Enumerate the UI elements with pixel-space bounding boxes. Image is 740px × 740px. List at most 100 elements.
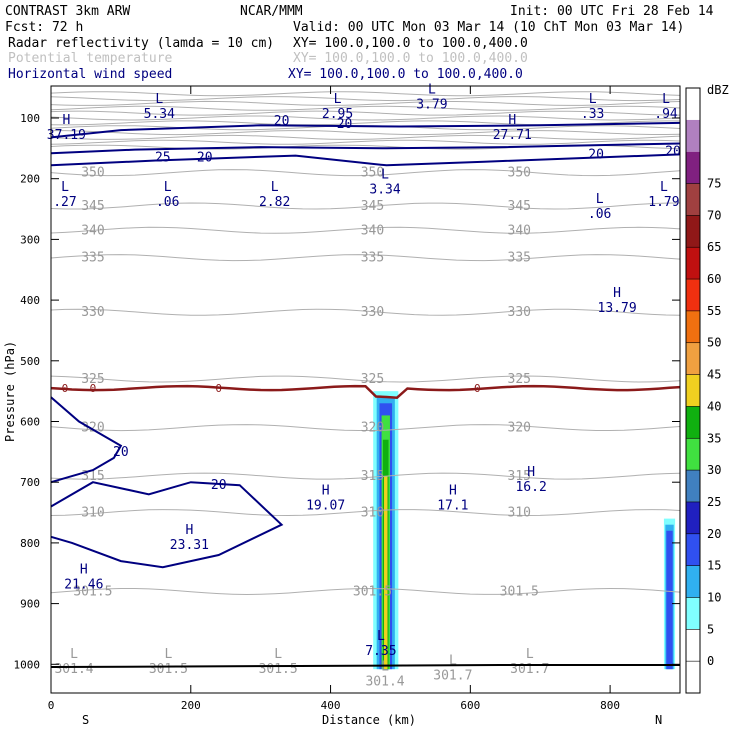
wind-speed-layer: 20 25 20 20 20 20 20 20 — [50, 114, 681, 569]
theta-contour-label: 320 — [361, 421, 384, 436]
x-tick-label: 200 — [181, 699, 201, 712]
colorbar-segment — [686, 342, 700, 375]
theta-contour-label: 340 — [361, 223, 384, 238]
colorbar-segment — [686, 629, 700, 662]
marker-l-symbol: L — [596, 192, 604, 207]
wind-contour-low-jet — [50, 481, 284, 569]
wind-contour-label: 20 — [665, 144, 681, 159]
colorbar-level-label: 30 — [707, 463, 721, 477]
marker-l-symbol: L — [377, 629, 385, 644]
marker-h-value: 17.1 — [437, 498, 468, 513]
theta-contour — [50, 424, 681, 432]
marker-h-symbol: H — [527, 465, 535, 480]
freezing-level-label: 0 — [62, 382, 69, 395]
y-tick-label: 1000 — [14, 658, 41, 671]
theta-contour — [50, 254, 681, 262]
wind-contour-label: 20 — [274, 114, 290, 129]
marker-l-value: 7.35 — [365, 644, 396, 659]
theta-contour-upper — [50, 110, 681, 116]
y-tick-label: 700 — [20, 476, 40, 489]
x-tick-label: 0 — [48, 699, 55, 712]
colorbar-level-label: 15 — [707, 559, 721, 573]
marker-h-symbol: H — [508, 113, 516, 128]
marker-l-value: 1.79 — [648, 195, 679, 210]
freezing-level-label: 0 — [215, 382, 222, 395]
colorbar-level-label: 50 — [707, 336, 721, 350]
colorbar-segment — [686, 310, 700, 343]
marker-l-value: 301.4 — [365, 674, 404, 689]
colorbar-segment — [686, 661, 700, 693]
field-3-name: Horizontal wind speed — [8, 67, 172, 82]
marker-l-symbol: L — [61, 180, 69, 195]
marker-l-value: .94 — [654, 107, 678, 122]
theta-contour-label: 340 — [508, 223, 531, 238]
marker-l-value: 2.95 — [322, 107, 353, 122]
colorbar-unit: dBZ — [707, 83, 729, 97]
marker-l-symbol: L — [334, 92, 342, 107]
y-tick-label: 400 — [20, 294, 40, 307]
theta-contour-upper — [50, 91, 681, 97]
colorbar-level-label: 75 — [707, 177, 721, 191]
model-title: CONTRAST 3km ARW — [5, 4, 130, 19]
colorbar-segment — [686, 438, 700, 471]
theta-contour-label: 350 — [81, 166, 104, 181]
plot-background — [51, 86, 680, 693]
reflectivity-cell-main-layer — [384, 476, 388, 670]
marker-l-symbol: L — [589, 92, 597, 107]
colorbar-level-label: 65 — [707, 240, 721, 254]
colorbar-level-label: 0 — [707, 654, 714, 668]
marker-l-symbol: L — [526, 647, 534, 662]
marker-h-value: 16.2 — [515, 480, 546, 495]
theta-contour-label: 310 — [81, 506, 104, 521]
colorbar-segment — [686, 533, 700, 566]
south-endpoint-label: S — [82, 713, 89, 727]
theta-contour-upper — [50, 139, 681, 145]
colorbar-level-label: 25 — [707, 495, 721, 509]
theta-contour-upper — [50, 134, 681, 140]
wind-contour-label: 20 — [113, 445, 129, 460]
y-axis-label: Pressure (hPa) — [3, 341, 17, 442]
marker-l-value: 5.34 — [144, 107, 175, 122]
colorbar-segment — [686, 247, 700, 280]
terrain-line — [50, 664, 680, 668]
field-1-xy: XY= 100.0,100.0 to 100.0,400.0 — [293, 36, 528, 51]
theta-contour-upper — [50, 100, 681, 106]
colorbar-level-label: 5 — [707, 622, 714, 636]
north-endpoint-label: N — [655, 713, 662, 727]
theta-contour — [50, 509, 681, 517]
y-tick-label: 200 — [20, 173, 40, 186]
marker-l-symbol: L — [274, 647, 282, 662]
marker-l-value: .27 — [53, 195, 76, 210]
theta-contour-label: 315 — [361, 469, 384, 484]
colorbar-segment — [686, 470, 700, 502]
marker-l-value: .06 — [588, 207, 611, 222]
marker-h-symbol: H — [449, 483, 457, 498]
colorbar-level-label: 45 — [707, 368, 721, 382]
colorbar-level-label: 70 — [707, 208, 721, 222]
marker-h-value: 27.71 — [493, 128, 532, 143]
theta-contour-label: 340 — [81, 223, 104, 238]
marker-l-symbol: L — [660, 180, 668, 195]
marker-h-value: 19.07 — [306, 498, 345, 513]
theta-contour — [50, 169, 681, 177]
theta-contour-label: 325 — [508, 372, 531, 387]
theta-contour-label: 320 — [508, 421, 531, 436]
colorbar-level-label: 10 — [707, 590, 721, 604]
theta-contour-label: 310 — [508, 506, 531, 521]
marker-l-value: .06 — [156, 195, 179, 210]
freezing-level-label: 0 — [90, 382, 97, 395]
marker-l-symbol: L — [271, 180, 279, 195]
colorbar-level-label: 20 — [707, 527, 721, 541]
reflectivity-layer — [373, 391, 676, 670]
theta-contour — [50, 472, 681, 480]
marker-l-value: 301.4 — [54, 662, 93, 677]
field-2-name: Potential temperature — [8, 51, 173, 66]
freezing-level-layer: 0 0 0 0 — [50, 382, 681, 399]
colorbar-segment — [686, 406, 700, 439]
hl-markers: H37.19L5.34L2.95L3.79H27.71L.33L.94L.27L… — [47, 83, 680, 690]
marker-h-symbol: H — [62, 113, 70, 128]
marker-l-value: 301.7 — [433, 668, 472, 683]
marker-h-symbol: H — [80, 562, 88, 577]
theta-contour — [50, 202, 681, 210]
wind-contour-label: 20 — [337, 117, 353, 132]
